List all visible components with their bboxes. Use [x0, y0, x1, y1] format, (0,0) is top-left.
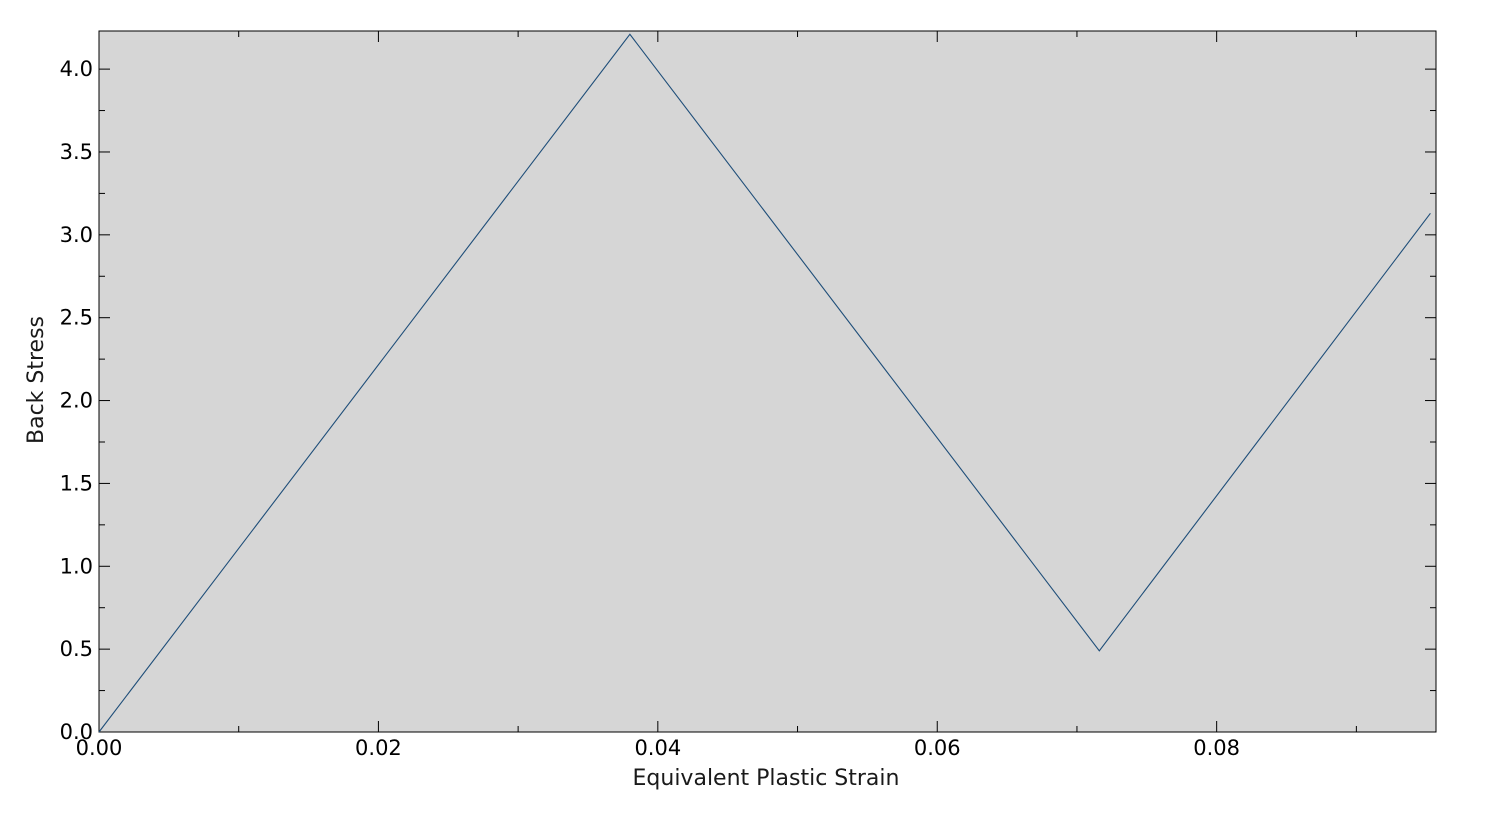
- y-tick-labels: 0.0 0.5 1.0 1.5 2.0 2.5 3.0 3.5 4.0: [60, 57, 93, 744]
- y-major-ticks: [99, 68, 1436, 733]
- x-tick-label: 0.02: [355, 736, 402, 760]
- y-tick-label: 2.0: [60, 389, 93, 413]
- x-axis-title: Equivalent Plastic Strain: [633, 766, 900, 791]
- y-tick-label: 1.0: [60, 554, 93, 578]
- x-tick-label: 0.00: [76, 736, 123, 760]
- x-tick-label: 0.04: [634, 736, 681, 760]
- x-minor-ticks: [238, 31, 1357, 732]
- y-tick-label: 3.0: [60, 223, 93, 247]
- x-tick-labels: 0.00 0.02 0.04 0.06 0.08: [76, 736, 1240, 760]
- series-lines: [98, 33, 1431, 733]
- series-line: [98, 33, 1431, 733]
- y-tick-label: 0.0: [60, 720, 93, 744]
- y-minor-ticks: [99, 110, 1436, 692]
- y-tick-label: 2.5: [60, 306, 93, 330]
- y-tick-label: 3.5: [60, 140, 93, 164]
- y-tick-label: 1.5: [60, 471, 93, 495]
- y-tick-label: 0.5: [60, 637, 93, 661]
- x-tick-label: 0.08: [1193, 736, 1240, 760]
- x-major-ticks: [98, 31, 1218, 732]
- y-tick-label: 4.0: [60, 57, 93, 81]
- y-axis-title: Back Stress: [24, 316, 49, 444]
- x-tick-label: 0.06: [914, 736, 961, 760]
- plot-area: [98, 30, 1437, 733]
